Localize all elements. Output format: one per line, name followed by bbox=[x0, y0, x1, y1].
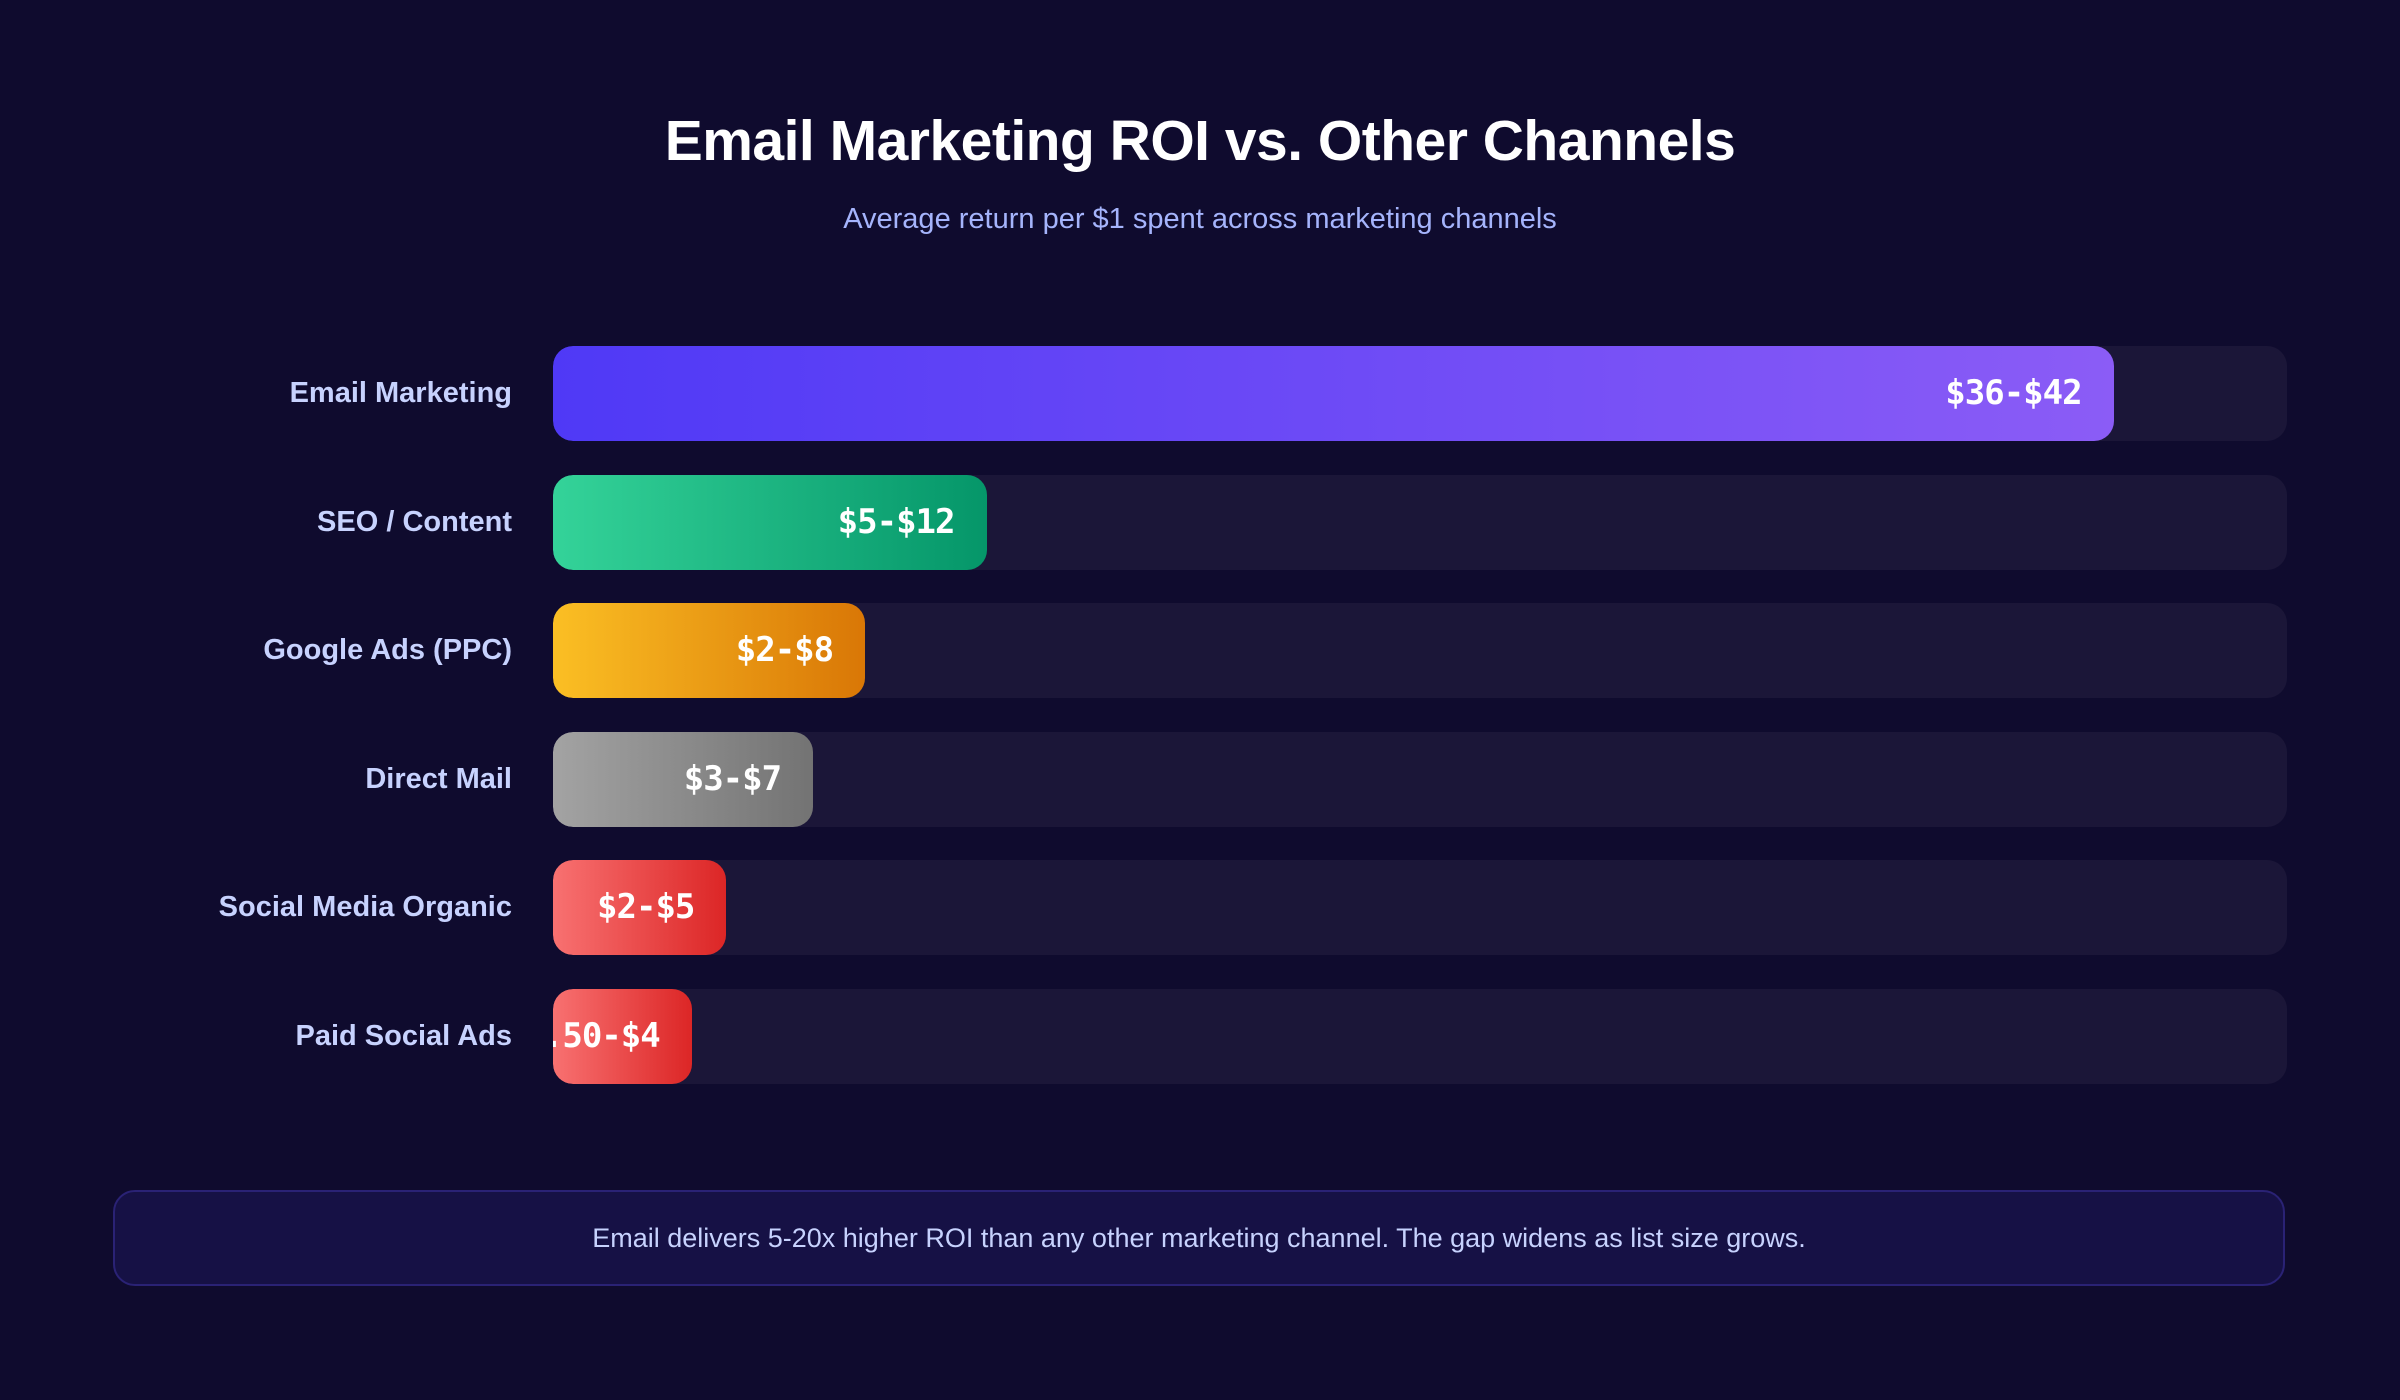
category-label: Email Marketing bbox=[289, 377, 512, 409]
bar-row: Paid Social Ads $0.50-$4 bbox=[0, 988, 2400, 1084]
bar: $5-$12 bbox=[553, 474, 987, 570]
bar: $2-$8 bbox=[553, 603, 866, 698]
bar-track: $3-$7 bbox=[553, 731, 2287, 827]
bar-row: Direct Mail $3-$7 bbox=[0, 731, 2400, 827]
value-label: $2-$5 bbox=[597, 887, 695, 927]
bar: $36-$42 bbox=[553, 346, 2114, 441]
bar-row: SEO / Content $5-$12 bbox=[0, 474, 2400, 570]
chart-subtitle: Average return per $1 spent across marke… bbox=[843, 203, 1557, 235]
chart-title: Email Marketing ROI vs. Other Channels bbox=[664, 109, 1736, 173]
category-label: Direct Mail bbox=[365, 762, 512, 795]
bar-row: Email Marketing $36-$42 bbox=[0, 346, 2400, 441]
bar-track: $0.50-$4 bbox=[553, 988, 2287, 1084]
category-label: SEO / Content bbox=[317, 505, 512, 538]
value-label: $36-$42 bbox=[1945, 373, 2082, 413]
bar: $2-$5 bbox=[553, 860, 727, 955]
bar-track: $2-$5 bbox=[553, 860, 2287, 955]
category-label: Google Ads (PPC) bbox=[263, 634, 512, 666]
category-label: Social Media Organic bbox=[218, 891, 512, 923]
bar-track: $2-$8 bbox=[553, 603, 2287, 698]
bar-row: Social Media Organic $2-$5 bbox=[0, 860, 2400, 955]
bar-row: Google Ads (PPC) $2-$8 bbox=[0, 603, 2400, 698]
bar: $3-$7 bbox=[553, 731, 814, 827]
category-label: Paid Social Ads bbox=[295, 1019, 513, 1052]
bar: $0.50-$4 bbox=[553, 988, 692, 1084]
bar-track: $36-$42 bbox=[553, 346, 2287, 441]
bar-track: $5-$12 bbox=[553, 474, 2287, 570]
value-label: $3-$7 bbox=[683, 758, 782, 799]
value-label: $2-$8 bbox=[735, 630, 834, 670]
value-label: $5-$12 bbox=[837, 501, 956, 542]
value-label: $0.50-$4 bbox=[553, 1015, 661, 1056]
footer-note: Email delivers 5-20x higher ROI than any… bbox=[113, 1190, 2285, 1286]
